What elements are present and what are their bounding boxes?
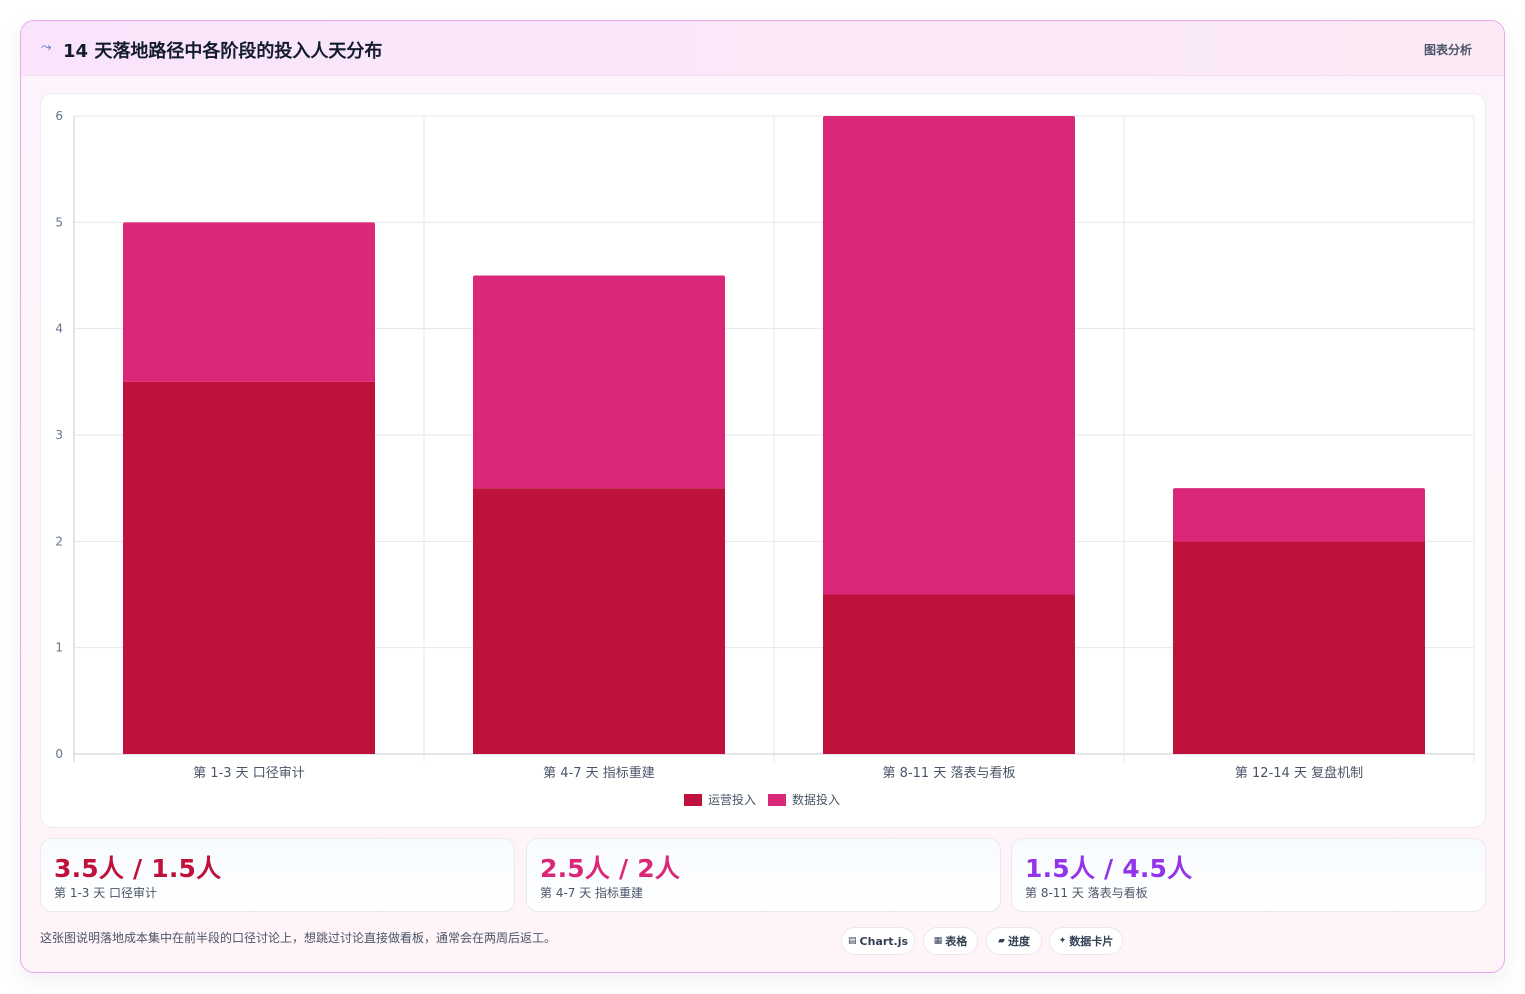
legend-swatch — [684, 794, 702, 806]
stat-card-3: 1.5人 / 4.5人 第 8-11 天 落表与看板 — [1011, 838, 1486, 912]
y-tick-label: 4 — [55, 322, 63, 336]
chip-label: Chart.js — [859, 934, 909, 948]
chip-progress[interactable]: ▰ 进度 — [986, 927, 1042, 955]
card-icon: ✦ — [1058, 936, 1067, 946]
legend-label: 数据投入 — [792, 792, 840, 807]
stat-label: 第 4-7 天 指标重建 — [540, 886, 644, 900]
chart-icon: ▤ — [847, 936, 857, 946]
trend-icon: ⤳ — [41, 40, 52, 55]
chip-label: 进度 — [1007, 935, 1030, 948]
y-tick-label: 3 — [55, 428, 63, 442]
legend-label: 运营投入 — [708, 792, 756, 807]
chip-label: 数据卡片 — [1069, 935, 1114, 948]
card-header: ⤳ 14 天落地路径中各阶段的投入人天分布 图表分析 — [21, 21, 1504, 76]
bar-segment — [473, 488, 725, 754]
bar-segment — [823, 116, 1075, 595]
y-tick-label: 5 — [55, 215, 63, 229]
stat-value: 1.5人 / 4.5人 — [1025, 854, 1193, 883]
y-tick-label: 1 — [55, 641, 63, 655]
legend-swatch — [768, 794, 786, 806]
header-tag: 图表分析 — [1423, 43, 1472, 57]
stat-label: 第 8-11 天 落表与看板 — [1025, 886, 1148, 900]
stat-value: 2.5人 / 2人 — [540, 854, 681, 883]
x-tick-label: 第 1-3 天 口径审计 — [193, 766, 305, 781]
chip-label: 表格 — [945, 935, 968, 948]
stat-label: 第 1-3 天 口径审计 — [54, 886, 158, 900]
stacked-bar-chart: 0 1 2 3 4 5 6 第 1-3 天 口径审计 第 4-7 天 指标重建 第 8-11 天 … — [55, 109, 1475, 807]
bar-segment — [123, 381, 375, 754]
chart-footnote: 这张图说明落地成本集中在前半段的口径讨论上，想跳过讨论直接做看板，通常会在两周后… — [40, 931, 557, 945]
chart-panel: 0 1 2 3 4 5 6 第 1-3 天 口径审计 第 4-7 天 指标重建 第 8-11 天 … — [40, 93, 1486, 828]
y-tick-label: 0 — [55, 747, 63, 761]
bar-segment — [1173, 541, 1425, 754]
chip-table[interactable]: ▦ 表格 — [923, 927, 978, 955]
progress-icon: ▰ — [998, 936, 1005, 946]
bar-segment — [473, 275, 725, 489]
bar-segment — [823, 594, 1075, 754]
bar-segment — [1173, 488, 1425, 542]
stat-card-1: 3.5人 / 1.5人 第 1-3 天 口径审计 — [40, 838, 515, 912]
chart-card: ⤳ 14 天落地路径中各阶段的投入人天分布 图表分析 0 1 2 3 4 5 6 第 1-3 … — [20, 20, 1505, 973]
table-icon: ▦ — [933, 936, 943, 946]
chip-chartjs[interactable]: ▤ Chart.js — [841, 927, 915, 955]
x-tick-label: 第 4-7 天 指标重建 — [543, 765, 655, 781]
chart-title: 14 天落地路径中各阶段的投入人天分布 — [63, 41, 383, 62]
y-tick-label: 6 — [55, 109, 63, 123]
stat-value: 3.5人 / 1.5人 — [54, 854, 222, 883]
stat-card-2: 2.5人 / 2人 第 4-7 天 指标重建 — [526, 838, 1001, 912]
x-tick-label: 第 8-11 天 落表与看板 — [883, 765, 1016, 781]
x-tick-label: 第 12-14 天 复盘机制 — [1235, 765, 1363, 781]
y-tick-label: 2 — [55, 534, 63, 548]
bar-segment — [123, 222, 375, 382]
chip-data-card[interactable]: ✦ 数据卡片 — [1049, 927, 1123, 955]
